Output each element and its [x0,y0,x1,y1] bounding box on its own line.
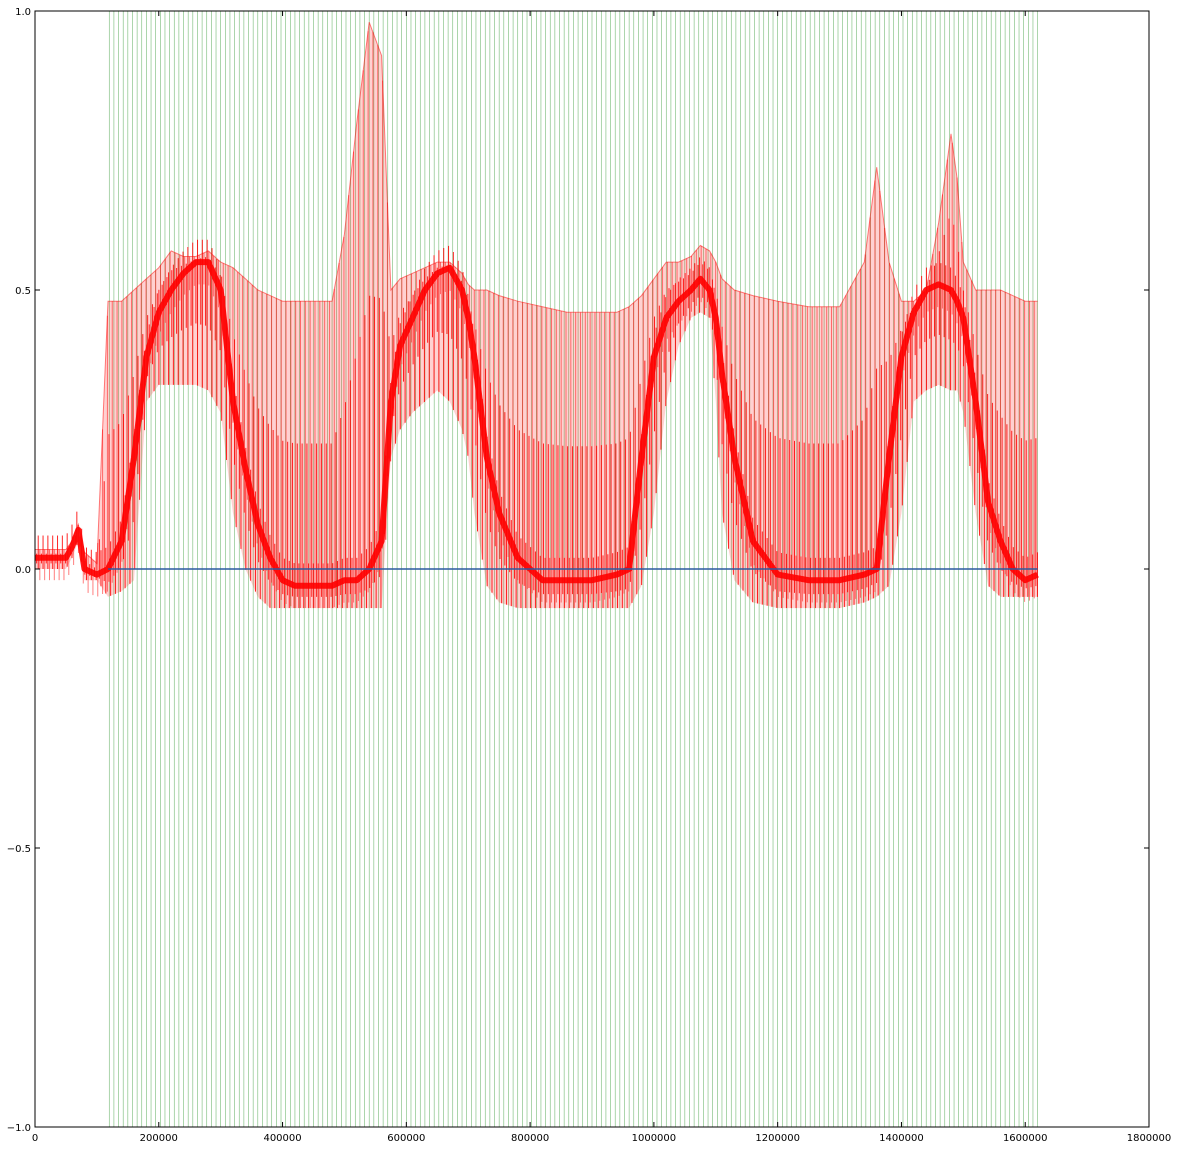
x-tick-label-9: 1800000 [1127,1133,1172,1144]
x-tick-label-8: 1600000 [1003,1133,1048,1144]
x-tick-label-7: 1400000 [879,1133,924,1144]
x-tick-label-5: 1000000 [632,1133,677,1144]
red-upper-line [35,22,1038,565]
red-signal-series [34,22,1039,609]
y-tick-label-4: 1.0 [15,7,31,18]
x-tick-label-3: 600000 [387,1133,425,1144]
y-tick-label-3: 0.5 [15,286,31,297]
y-tick-label-1: −0.5 [7,844,31,855]
x-tick-label-2: 400000 [263,1133,301,1144]
y-tick-label-0: −1.0 [7,1123,31,1134]
y-tick-label-2: 0.0 [15,565,31,576]
red-mean-line [35,259,1039,589]
axis-ticks: 0 200000 400000 600000 800000 1000000 1200000 1… [7,7,1172,1144]
x-tick-label-1: 200000 [140,1133,178,1144]
x-tick-label-0: 0 [32,1133,38,1144]
x-tick-label-4: 800000 [511,1133,549,1144]
x-tick-label-6: 1200000 [755,1133,800,1144]
